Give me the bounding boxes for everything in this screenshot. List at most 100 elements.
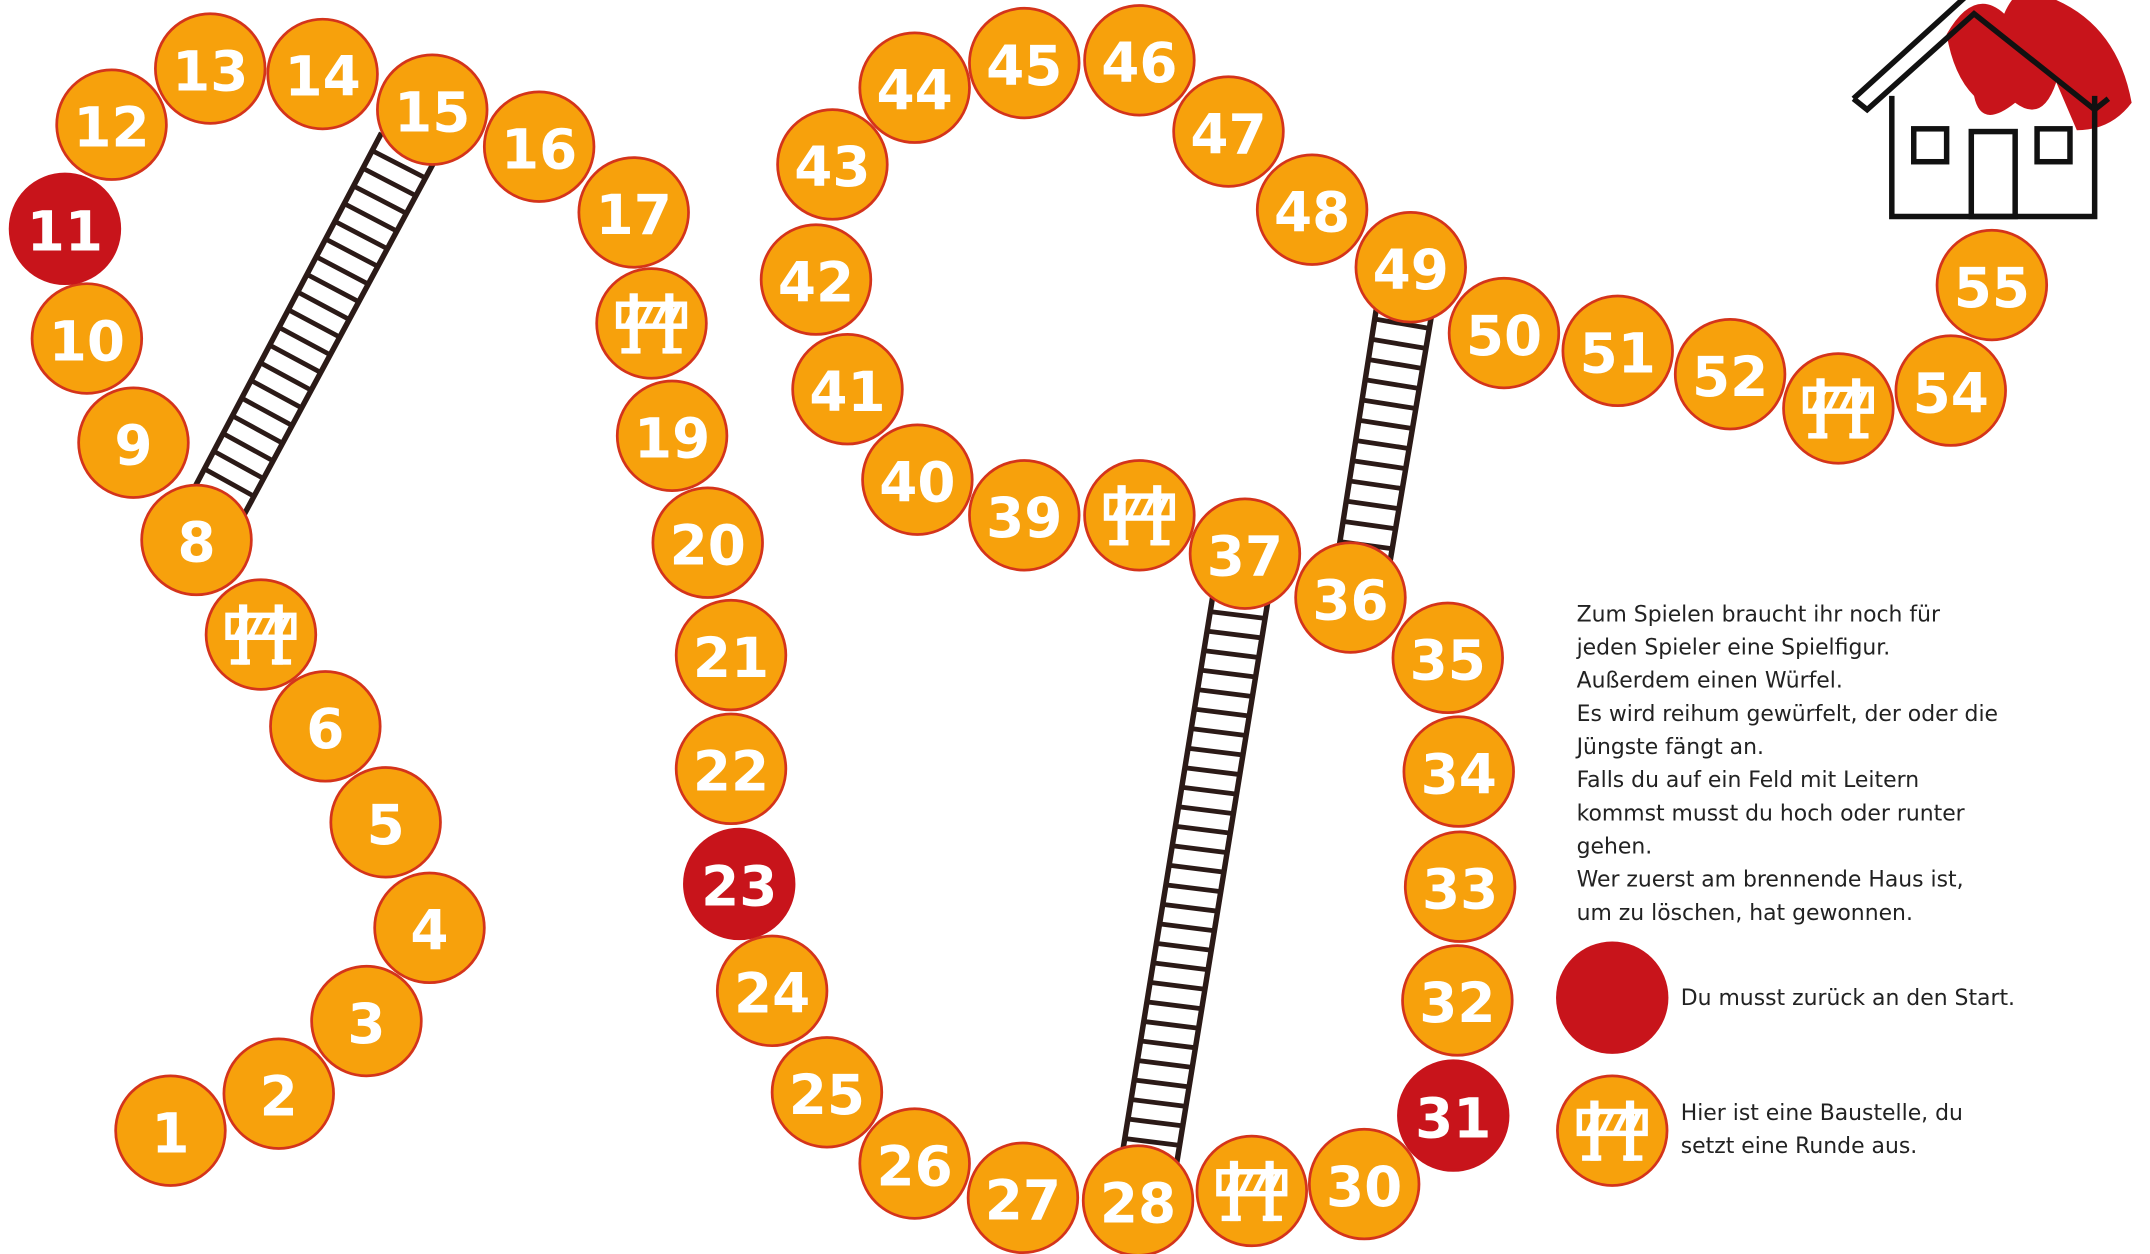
- tile-number: 45: [986, 34, 1062, 98]
- ladder-rung: [242, 398, 292, 425]
- tile: 35: [1393, 603, 1503, 713]
- barrier-foot: [1109, 540, 1128, 545]
- tile-number: 30: [1326, 1155, 1402, 1219]
- tile: 10: [32, 284, 142, 394]
- ladder-rung: [363, 168, 416, 195]
- tile-number: 24: [734, 962, 810, 1026]
- ladder-rung: [279, 327, 330, 354]
- ladder-rung: [1353, 461, 1406, 469]
- tile-number: 28: [1100, 1171, 1176, 1235]
- barrier-foot: [621, 348, 640, 353]
- tile: 41: [793, 334, 903, 444]
- tile: [1784, 354, 1894, 464]
- tile-number: 25: [789, 1063, 865, 1127]
- ladder-rung: [223, 433, 273, 460]
- tile-number: 19: [634, 407, 710, 471]
- legend-text: setzt eine Runde aus.: [1681, 1134, 1917, 1159]
- tile: 5: [331, 767, 441, 877]
- tile-number: 39: [986, 486, 1062, 550]
- tile-number: 44: [877, 58, 953, 122]
- tile: 20: [653, 488, 763, 598]
- ladder-rung: [1147, 1002, 1202, 1009]
- instruction-line: Jüngste fängt an.: [1575, 735, 1764, 760]
- window: [2037, 129, 2070, 162]
- ladder-rung: [270, 345, 321, 372]
- legend-text: Hier ist eine Baustelle, du: [1681, 1101, 1963, 1126]
- tile-number: 1: [151, 1101, 189, 1165]
- tile-number: 15: [394, 80, 470, 144]
- tile: 8: [142, 485, 252, 595]
- tile-number: 34: [1421, 742, 1497, 806]
- barrier-foot: [1263, 1216, 1282, 1221]
- ladder-rung: [335, 221, 387, 248]
- tile: 32: [1403, 946, 1513, 1056]
- tile: 30: [1309, 1129, 1419, 1239]
- tile-number: 2: [260, 1064, 298, 1128]
- tile: 13: [155, 14, 265, 124]
- ladder-rung: [1156, 943, 1211, 950]
- ladder-rung: [1169, 865, 1224, 872]
- tile: 11: [10, 174, 120, 284]
- tile: 31: [1398, 1061, 1508, 1171]
- instruction-line: Außerdem einen Würfel.: [1577, 669, 1843, 694]
- tile-number: 35: [1410, 629, 1486, 693]
- instruction-line: Falls du auf ein Feld mit Leitern: [1577, 768, 1919, 793]
- ladder-rung: [288, 310, 339, 337]
- tile: 51: [1563, 296, 1673, 406]
- tile-number: 49: [1373, 238, 1449, 302]
- tile-number: 40: [879, 450, 955, 514]
- ladder-rung: [1153, 963, 1208, 970]
- legend-text: Du musst zurück an den Start.: [1681, 986, 2015, 1011]
- ladder-rung: [1372, 339, 1426, 348]
- tile: 48: [1257, 155, 1367, 265]
- tile: 23: [684, 829, 794, 939]
- tile: 17: [579, 158, 689, 268]
- instruction-line: Zum Spielen braucht ihr noch für: [1577, 602, 1940, 627]
- tile: 39: [969, 460, 1079, 570]
- tile: 27: [968, 1143, 1078, 1253]
- tile: 26: [860, 1109, 970, 1219]
- ladder-rung: [1179, 807, 1234, 814]
- tile-number: 13: [172, 39, 248, 103]
- barrier-foot: [1808, 433, 1827, 438]
- burning-house: [1853, 0, 2131, 217]
- ladder-rung: [354, 186, 407, 213]
- ladder-rung: [344, 204, 397, 231]
- ladder-rung: [1359, 420, 1413, 428]
- tile-number: 6: [306, 697, 344, 761]
- ladder-rung: [326, 239, 378, 266]
- tile-number: 9: [114, 413, 152, 477]
- ladder-rung: [316, 257, 368, 284]
- tile-number: 22: [693, 740, 769, 804]
- tile-number: 8: [177, 511, 215, 575]
- tile: 33: [1405, 832, 1515, 942]
- instruction-line: gehen.: [1577, 835, 1653, 860]
- tile: [597, 269, 707, 379]
- tile-number: 43: [794, 135, 870, 199]
- tile: 50: [1449, 278, 1559, 388]
- tile-number: 17: [596, 183, 672, 247]
- tile: 14: [268, 19, 378, 129]
- ladder-rung: [1362, 400, 1416, 409]
- tile-number: 5: [367, 793, 405, 857]
- ladder-rail: [1122, 592, 1214, 1158]
- ladder-rung: [1365, 380, 1419, 389]
- ladder-rung: [214, 451, 264, 478]
- ladder-rung: [1343, 521, 1396, 528]
- tile: 37: [1190, 499, 1300, 609]
- ladder-rung: [1125, 1139, 1180, 1146]
- ladder-rung: [1141, 1041, 1196, 1048]
- tile-number: 37: [1207, 524, 1283, 588]
- tile-number: 54: [1913, 361, 1989, 425]
- ladder-rung: [232, 416, 282, 443]
- tile: 4: [375, 873, 485, 983]
- barrier-foot: [1849, 433, 1868, 438]
- tile: 42: [761, 225, 871, 335]
- tile: 21: [676, 600, 786, 710]
- ladder-rung: [1175, 826, 1230, 833]
- door: [1971, 132, 2015, 217]
- tile-number: 10: [49, 309, 125, 373]
- tile-number: 4: [410, 899, 448, 963]
- ladder-rung: [1210, 612, 1265, 619]
- tile: 47: [1174, 77, 1284, 187]
